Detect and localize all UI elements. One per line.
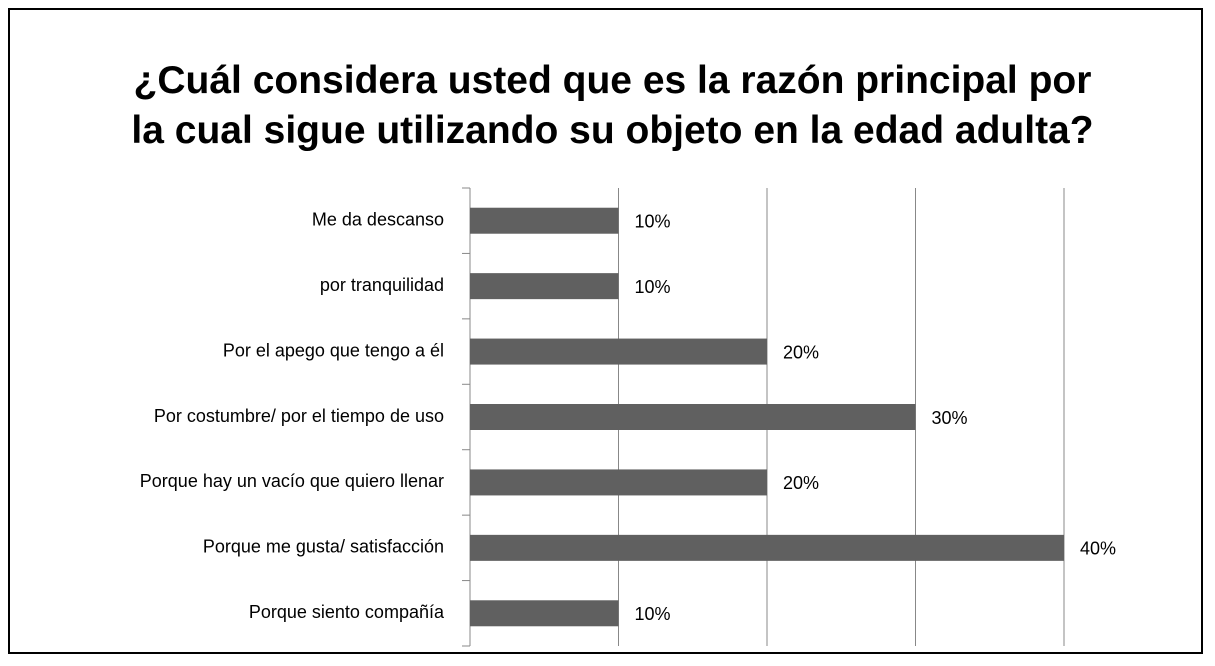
value-label: 10% xyxy=(635,211,671,231)
chart-title: ¿Cuál considera usted que es la razón pr… xyxy=(131,59,1094,152)
bar xyxy=(470,469,767,496)
bar xyxy=(470,534,1064,561)
y-tick-label: por tranquilidad xyxy=(320,275,444,295)
value-label: 40% xyxy=(1080,539,1116,559)
chart-frame xyxy=(8,8,1203,654)
value-label: 20% xyxy=(783,473,819,493)
y-tick-label: Me da descanso xyxy=(312,209,444,229)
bar xyxy=(470,207,619,234)
y-tick-label: Porque me gusta/ satisfacción xyxy=(203,537,444,557)
y-tick-label: Por costumbre/ por el tiempo de uso xyxy=(154,406,444,426)
y-tick-label: Porque hay un vacío que quiero llenar xyxy=(140,471,444,491)
value-label: 30% xyxy=(932,408,968,428)
value-label: 10% xyxy=(635,277,671,297)
bar xyxy=(470,273,619,300)
bar xyxy=(470,404,916,430)
value-label: 10% xyxy=(635,604,671,624)
value-label: 20% xyxy=(783,342,819,362)
y-tick-label: Por el apego que tengo a él xyxy=(223,340,444,360)
bar xyxy=(470,600,619,627)
bar xyxy=(470,338,767,365)
y-tick-label: Porque siento compañía xyxy=(249,602,445,622)
